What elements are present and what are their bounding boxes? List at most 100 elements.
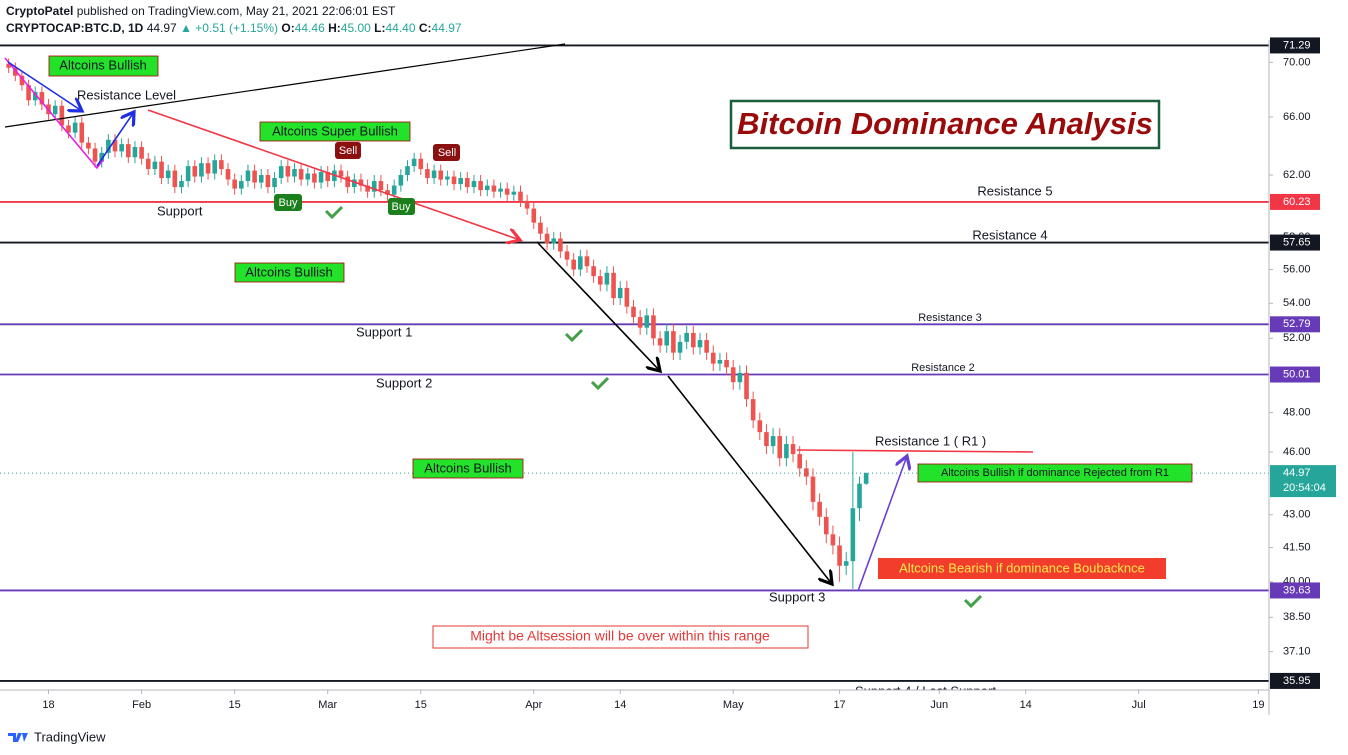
time-axis: 18 Feb 15 Mar 15 Apr 14 May 17 Jun 14 Jul 19 bbox=[42, 690, 1264, 711]
candle-body bbox=[66, 125, 71, 133]
candle-body bbox=[232, 179, 237, 189]
y-tick-label: 54.00 bbox=[1283, 297, 1311, 309]
candle-body bbox=[484, 185, 490, 191]
x-tick-label: 14 bbox=[1020, 699, 1032, 711]
candle-body bbox=[112, 139, 118, 152]
arrow bbox=[857, 456, 907, 592]
note-box bbox=[412, 458, 524, 479]
candle-body bbox=[12, 67, 18, 76]
candle-body bbox=[784, 444, 789, 459]
x-tick-label: 19 bbox=[1252, 699, 1264, 711]
arrow bbox=[96, 112, 134, 167]
annotations: Altcoins Bullish Resistance Level Altcoi… bbox=[48, 55, 1193, 690]
ohlc-key: L: bbox=[374, 21, 385, 35]
candle-body bbox=[298, 169, 304, 180]
level-tag bbox=[1270, 316, 1320, 333]
note: Resistance 4 bbox=[972, 227, 1047, 242]
candle-body bbox=[119, 144, 124, 152]
candle-body bbox=[312, 173, 317, 183]
candle-body bbox=[172, 170, 178, 188]
candle-body bbox=[704, 340, 709, 353]
note-box bbox=[878, 558, 1166, 579]
candle-body bbox=[810, 476, 816, 502]
candle-body bbox=[126, 144, 131, 158]
candle-body bbox=[591, 266, 596, 277]
candle-body bbox=[764, 432, 769, 447]
y-tick-label: 56.00 bbox=[1283, 263, 1311, 275]
candle-body bbox=[212, 160, 218, 174]
candle-body bbox=[318, 172, 324, 183]
y-tick-label: 37.10 bbox=[1283, 646, 1311, 658]
candle-body bbox=[604, 272, 610, 285]
candle-body bbox=[691, 332, 696, 348]
y-tick-label: 70.00 bbox=[1283, 56, 1311, 68]
y-tick-label: 38.50 bbox=[1283, 611, 1311, 623]
candle-body bbox=[551, 238, 557, 244]
candle-body bbox=[730, 367, 736, 383]
candle-body bbox=[571, 259, 576, 270]
candles bbox=[6, 58, 869, 589]
candle-body bbox=[558, 238, 563, 252]
candle-body bbox=[518, 191, 523, 201]
level-tag bbox=[1270, 234, 1320, 251]
note: Resistance 5 bbox=[977, 183, 1052, 198]
note: Altcoins Bullish bbox=[59, 57, 146, 72]
x-tick-label: 17 bbox=[833, 699, 845, 711]
y-tick-label: 48.00 bbox=[1283, 407, 1311, 419]
candle-body bbox=[478, 181, 483, 191]
candle-body bbox=[631, 306, 636, 318]
x-tick-label: 15 bbox=[415, 699, 427, 711]
checkmark bbox=[590, 376, 610, 391]
candle-body bbox=[265, 175, 271, 188]
badge: Sell bbox=[339, 145, 357, 157]
level-tag bbox=[1270, 193, 1320, 210]
candle-body bbox=[524, 200, 530, 209]
candle-body bbox=[358, 179, 364, 186]
ohlc-key: O: bbox=[281, 21, 294, 35]
candle-body bbox=[418, 158, 424, 170]
candle-body bbox=[817, 501, 822, 517]
candle-body bbox=[538, 222, 543, 234]
ohlc-value: 44.40 bbox=[385, 21, 415, 35]
level-tag-label: 52.79 bbox=[1283, 318, 1311, 330]
published: published on TradingView.com, May 21, 20… bbox=[77, 4, 396, 18]
arrow bbox=[7, 61, 82, 111]
badge: Buy bbox=[279, 197, 298, 209]
candle-body bbox=[245, 170, 251, 182]
buy-badge bbox=[274, 194, 302, 211]
magenta-path bbox=[4, 57, 104, 170]
ohlc-key: H: bbox=[328, 21, 341, 35]
candle-body bbox=[624, 287, 630, 307]
candle-body bbox=[219, 160, 224, 170]
candle-body bbox=[165, 170, 171, 179]
candle-body bbox=[345, 176, 350, 188]
candle-body bbox=[272, 178, 277, 188]
x-tick-label: Feb bbox=[132, 699, 151, 711]
candle-body bbox=[239, 181, 244, 189]
candle-body bbox=[305, 173, 311, 180]
x-tick-label: May bbox=[723, 699, 744, 711]
candle-body bbox=[6, 63, 11, 68]
y-tick-label: 62.00 bbox=[1283, 169, 1311, 181]
y-tick-label: 41.50 bbox=[1283, 542, 1311, 554]
candle-body bbox=[697, 340, 703, 348]
trend-line bbox=[4, 43, 566, 128]
candle-body bbox=[338, 170, 344, 177]
candle-body bbox=[32, 92, 38, 101]
note: Altcoins Bullish bbox=[245, 264, 332, 279]
candle-body bbox=[458, 178, 463, 185]
candle-body bbox=[664, 331, 670, 346]
note: Might be Altsession will be over within … bbox=[470, 628, 770, 644]
candle-body bbox=[578, 256, 583, 270]
candle-body bbox=[59, 105, 65, 126]
candle-body bbox=[258, 175, 264, 183]
candle-body bbox=[611, 272, 616, 299]
candle-body bbox=[159, 161, 164, 179]
candle-body bbox=[391, 185, 397, 195]
level-tag-label: 60.23 bbox=[1283, 196, 1311, 208]
candle-body bbox=[750, 399, 756, 421]
candle-body bbox=[225, 169, 231, 180]
candle-body bbox=[185, 166, 191, 182]
candle-body bbox=[86, 142, 91, 149]
ohlc-key: C: bbox=[419, 21, 432, 35]
